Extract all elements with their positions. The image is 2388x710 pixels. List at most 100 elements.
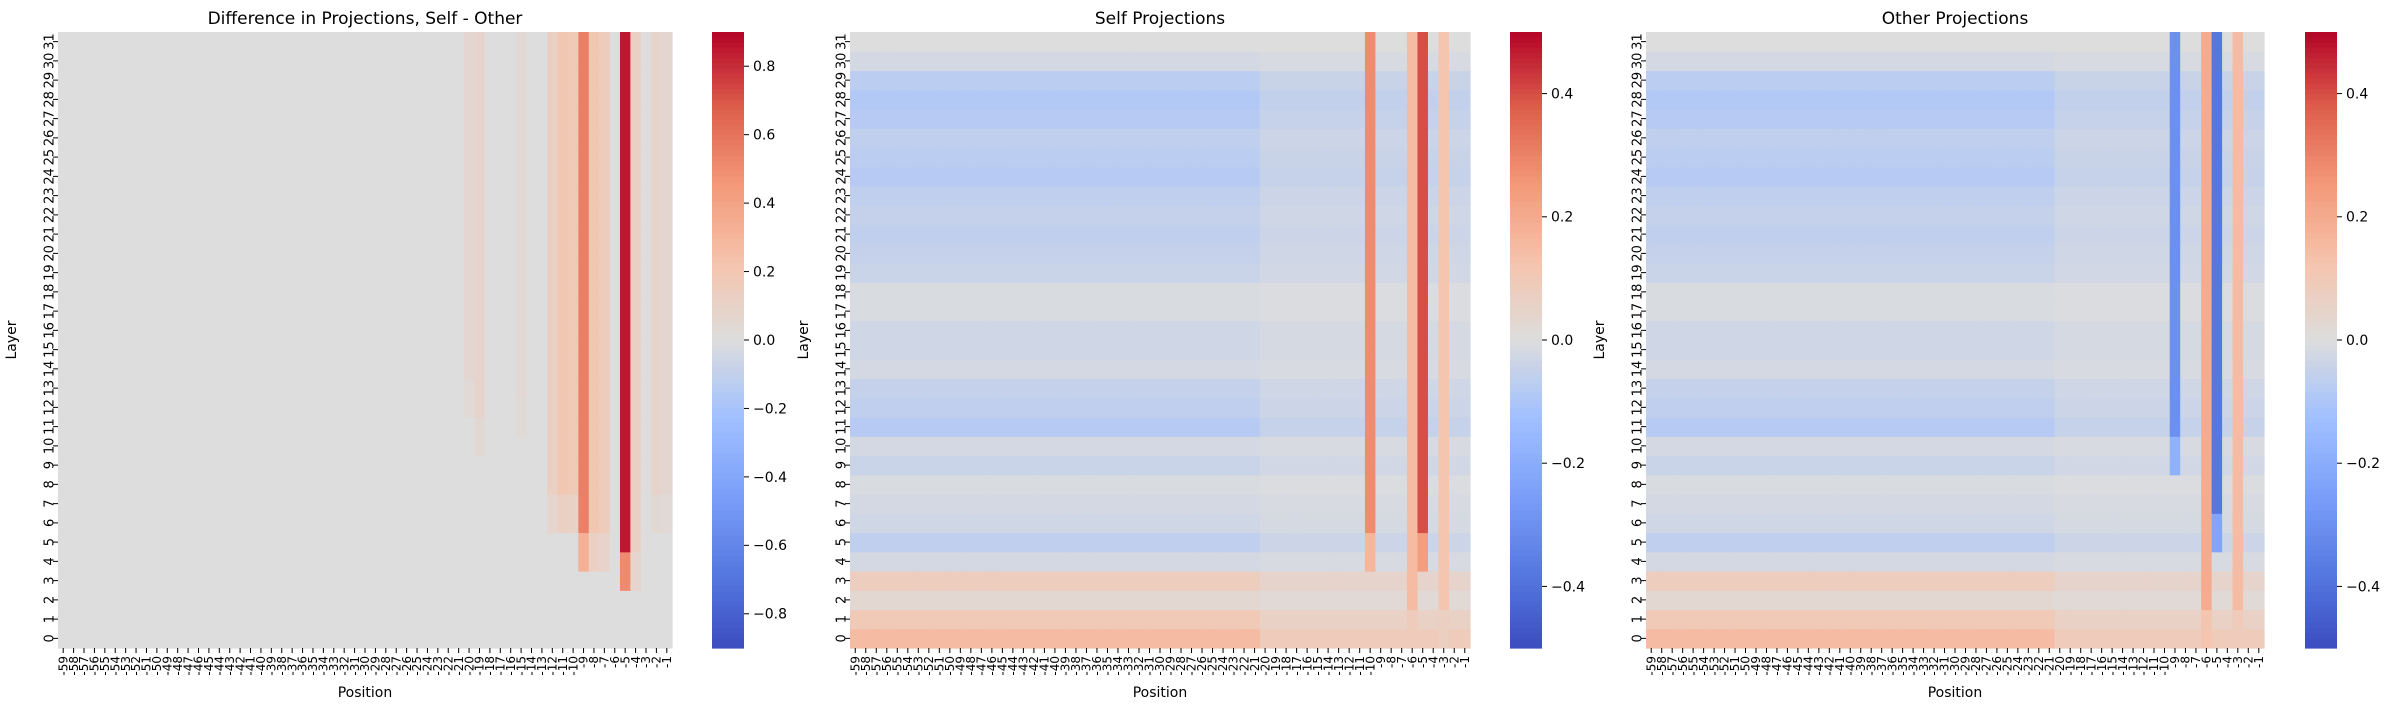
- heatmap-cell: [443, 128, 455, 149]
- heatmap-cell: [1018, 320, 1030, 341]
- heatmap-cell: [432, 513, 444, 534]
- heatmap-cell: [422, 320, 434, 341]
- heatmap-cell: [1217, 128, 1229, 149]
- heatmap-cell: [453, 436, 465, 457]
- heatmap-cell: [2232, 551, 2244, 572]
- heatmap-cell: [1060, 205, 1072, 226]
- heatmap-cell: [1845, 455, 1857, 476]
- x-tick-label: -7: [1395, 656, 1409, 668]
- heatmap-cell: [1375, 282, 1387, 303]
- heatmap-cell: [1761, 474, 1773, 495]
- heatmap-cell: [536, 32, 548, 52]
- heatmap-cell: [1049, 70, 1061, 91]
- heatmap-cell: [370, 128, 382, 149]
- colorbar-segment: [1510, 211, 1542, 218]
- heatmap-cell: [203, 494, 215, 514]
- heatmap-cell: [1865, 532, 1878, 553]
- heatmap-cell: [1855, 590, 1867, 611]
- x-tick-label: -26: [1195, 656, 1209, 676]
- heatmap-cell: [2148, 590, 2160, 611]
- heatmap-cell: [1081, 455, 1093, 476]
- heatmap-cell: [474, 243, 486, 264]
- heatmap-cell: [1364, 609, 1377, 630]
- heatmap-cell: [266, 263, 278, 283]
- heatmap-cell: [1459, 436, 1471, 457]
- heatmap-cell: [986, 282, 998, 303]
- heatmap-cell: [255, 51, 267, 72]
- heatmap-cell: [1039, 109, 1051, 129]
- heatmap-cell: [1018, 51, 1030, 72]
- heatmap-cell: [443, 89, 455, 110]
- heatmap-cell: [391, 340, 403, 360]
- heatmap-cell: [1028, 128, 1040, 149]
- heatmap-cell: [1007, 89, 1019, 110]
- heatmap-cell: [1175, 32, 1187, 52]
- heatmap-cell: [474, 70, 486, 91]
- heatmap-cell: [609, 340, 621, 360]
- heatmap-cell: [1049, 474, 1061, 495]
- colorbar-segment: [712, 411, 744, 418]
- heatmap-cell: [266, 224, 278, 245]
- heatmap-cell: [1133, 628, 1145, 649]
- heatmap-cell: [359, 320, 371, 341]
- heatmap-cell: [495, 474, 507, 495]
- heatmap-cell: [130, 551, 142, 572]
- heatmap-cell: [1970, 513, 1982, 534]
- heatmap-cell: [1039, 128, 1051, 149]
- heatmap-cell: [411, 243, 423, 264]
- heatmap-cell: [411, 128, 423, 149]
- heatmap-cell: [934, 147, 946, 168]
- heatmap-cell: [1406, 340, 1419, 360]
- heatmap-cell: [120, 474, 132, 495]
- heatmap-cell: [2169, 590, 2181, 611]
- heatmap-cell: [965, 282, 977, 303]
- heatmap-cell: [1729, 609, 1741, 630]
- heatmap-cell: [463, 571, 475, 591]
- heatmap-cell: [401, 147, 413, 168]
- heatmap-cell: [2033, 571, 2045, 591]
- heatmap-cell: [214, 359, 226, 380]
- heatmap-cell: [2243, 590, 2255, 611]
- heatmap-cell: [1448, 89, 1461, 110]
- heatmap-cell: [120, 243, 132, 264]
- heatmap-cell: [944, 224, 956, 245]
- x-tick-label: -36: [296, 656, 310, 676]
- y-tick-label: 28: [835, 91, 850, 108]
- heatmap-cell: [567, 301, 579, 322]
- heatmap-cell: [567, 590, 579, 611]
- heatmap-cell: [318, 340, 330, 360]
- heatmap-cell: [99, 243, 111, 264]
- heatmap-cell: [1364, 147, 1377, 168]
- heatmap-cell: [1259, 166, 1271, 187]
- heatmap-cell: [245, 147, 257, 168]
- heatmap-cell: [567, 128, 579, 149]
- heatmap-cell: [422, 571, 434, 591]
- colorbar-segment: [1510, 606, 1542, 613]
- heatmap-cell: [526, 186, 538, 206]
- heatmap-cell: [99, 301, 111, 322]
- heatmap-cell: [276, 474, 288, 495]
- heatmap-cell: [640, 340, 652, 360]
- heatmap-cell: [850, 359, 862, 380]
- heatmap-cell: [255, 263, 267, 283]
- heatmap-cell: [1133, 359, 1145, 380]
- heatmap-cell: [1081, 378, 1093, 399]
- heatmap-cell: [1343, 51, 1356, 72]
- heatmap-cell: [1761, 532, 1773, 553]
- heatmap-cell: [986, 609, 998, 630]
- heatmap-cell: [944, 417, 956, 437]
- heatmap-cell: [1081, 628, 1093, 649]
- heatmap-cell: [1698, 628, 1710, 649]
- heatmap-cell: [1175, 166, 1187, 187]
- heatmap-cell: [902, 32, 914, 52]
- heatmap-cell: [1322, 378, 1334, 399]
- heatmap-cell: [1771, 590, 1783, 611]
- heatmap-cell: [1249, 436, 1261, 457]
- heatmap-cell: [391, 551, 403, 572]
- heatmap-cell: [214, 70, 226, 91]
- heatmap-cell: [432, 571, 444, 591]
- heatmap-cell: [661, 51, 673, 72]
- heatmap-cell: [1687, 551, 1699, 572]
- heatmap-cell: [1771, 474, 1783, 495]
- heatmap-cell: [391, 263, 403, 283]
